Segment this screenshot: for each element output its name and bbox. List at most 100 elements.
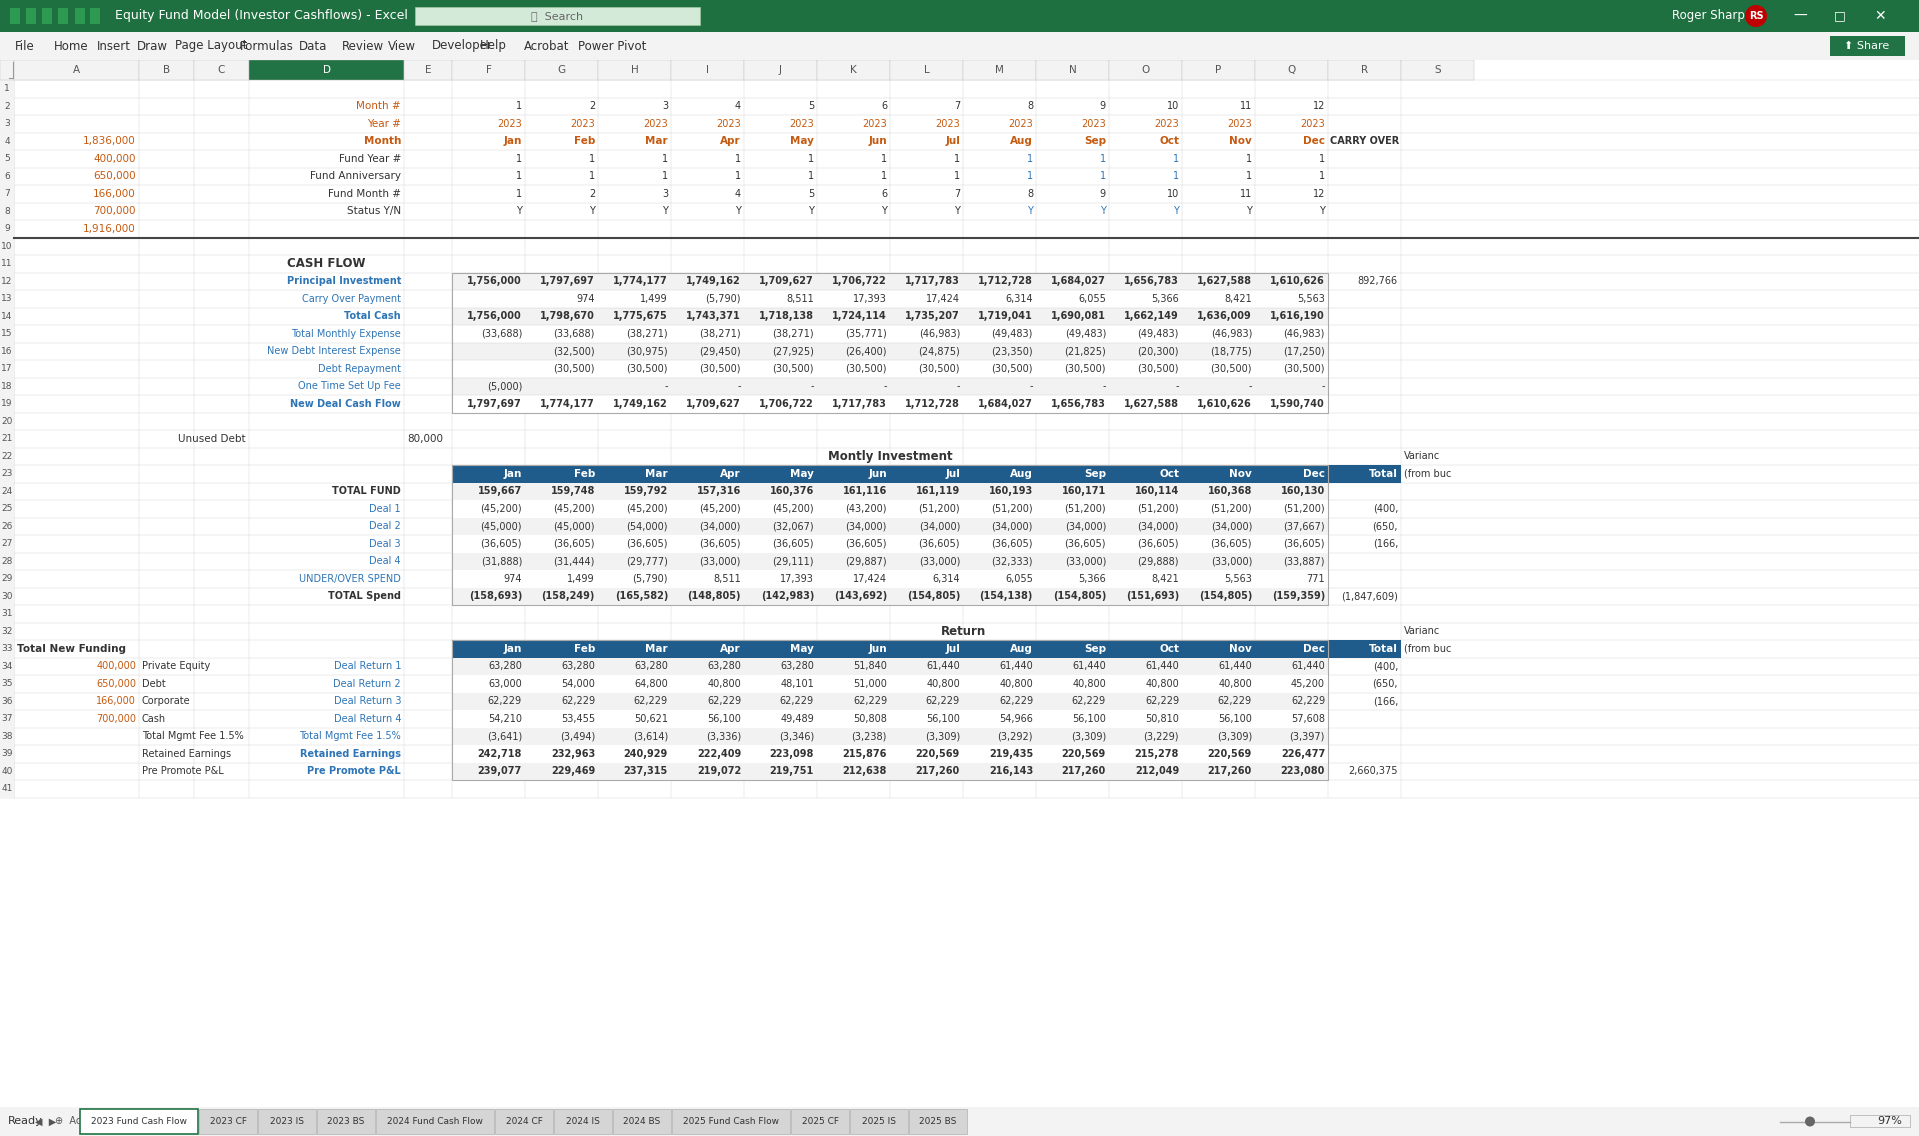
- Text: (26,400): (26,400): [846, 346, 887, 357]
- Text: 5: 5: [808, 189, 814, 199]
- Text: (3,292): (3,292): [998, 732, 1032, 742]
- Bar: [453, 727, 1328, 745]
- Text: Carry Over Payment: Carry Over Payment: [301, 294, 401, 303]
- Bar: [453, 552, 1328, 570]
- Text: 62,229: 62,229: [925, 696, 960, 707]
- Text: (34,000): (34,000): [919, 521, 960, 532]
- Text: (29,777): (29,777): [626, 557, 668, 566]
- Text: 37: 37: [2, 715, 13, 724]
- Bar: [1109, 60, 1182, 80]
- Text: ✕: ✕: [1875, 9, 1886, 23]
- Text: (32,333): (32,333): [992, 557, 1032, 566]
- Text: -: -: [1029, 382, 1032, 391]
- Bar: [453, 465, 1328, 605]
- Text: Equity Fund Model (Investor Cashflows) - Excel: Equity Fund Model (Investor Cashflows) -…: [115, 9, 409, 23]
- Text: 1,616,190: 1,616,190: [1270, 311, 1324, 321]
- Text: 2023: 2023: [643, 119, 668, 128]
- Text: 29: 29: [2, 575, 13, 583]
- Bar: [0, 570, 13, 587]
- Text: 212,638: 212,638: [842, 767, 887, 776]
- Bar: [0, 202, 13, 220]
- Text: Principal Investment: Principal Investment: [286, 276, 401, 286]
- Text: 12: 12: [2, 277, 13, 286]
- Bar: [453, 587, 1328, 605]
- Text: 6: 6: [881, 101, 887, 111]
- Bar: [75, 8, 84, 24]
- Text: —: —: [1792, 9, 1808, 23]
- Text: 650,000: 650,000: [94, 172, 136, 182]
- Text: Oct: Oct: [1159, 644, 1178, 653]
- Text: Deal 2: Deal 2: [368, 521, 401, 532]
- Text: 1,656,783: 1,656,783: [1052, 399, 1105, 409]
- Text: (36,605): (36,605): [553, 538, 595, 549]
- Bar: [672, 60, 745, 80]
- Bar: [453, 640, 1328, 780]
- Text: 62,229: 62,229: [560, 696, 595, 707]
- Bar: [453, 290, 1328, 308]
- Text: (33,000): (33,000): [919, 557, 960, 566]
- Text: 1: 1: [516, 172, 522, 182]
- Text: 700,000: 700,000: [96, 713, 136, 724]
- Text: Jul: Jul: [946, 644, 960, 653]
- Bar: [672, 1109, 791, 1134]
- Text: 40,800: 40,800: [1146, 678, 1178, 688]
- Text: 51,000: 51,000: [854, 678, 887, 688]
- Text: Dec: Dec: [1303, 644, 1324, 653]
- Text: Roger Sharp: Roger Sharp: [1671, 9, 1744, 23]
- Bar: [194, 60, 249, 80]
- Text: 160,193: 160,193: [988, 486, 1032, 496]
- Text: 1,717,783: 1,717,783: [906, 276, 960, 286]
- Text: (27,925): (27,925): [771, 346, 814, 357]
- Text: 62,229: 62,229: [1291, 696, 1324, 707]
- Text: Y: Y: [1100, 207, 1105, 216]
- Text: 6,055: 6,055: [1078, 294, 1105, 303]
- Text: Unused Debt: Unused Debt: [178, 434, 246, 444]
- Bar: [0, 360, 13, 377]
- Text: (51,200): (51,200): [1138, 503, 1178, 513]
- Text: (3,309): (3,309): [1217, 732, 1251, 742]
- Text: 219,751: 219,751: [770, 767, 814, 776]
- Bar: [0, 500, 13, 518]
- Text: 2023: 2023: [1153, 119, 1178, 128]
- Text: 22: 22: [2, 452, 13, 461]
- Text: Y: Y: [881, 207, 887, 216]
- Text: Retained Earnings: Retained Earnings: [299, 749, 401, 759]
- Text: File: File: [15, 40, 35, 52]
- Text: 161,119: 161,119: [915, 486, 960, 496]
- Text: Deal Return 4: Deal Return 4: [334, 713, 401, 724]
- Text: (51,200): (51,200): [1211, 503, 1251, 513]
- Text: 1,706,722: 1,706,722: [760, 399, 814, 409]
- Bar: [453, 273, 1328, 290]
- Text: New Deal Cash Flow: New Deal Cash Flow: [290, 399, 401, 409]
- Text: 50,621: 50,621: [633, 713, 668, 724]
- Text: 1,749,162: 1,749,162: [614, 399, 668, 409]
- Bar: [453, 675, 1328, 693]
- Text: 61,440: 61,440: [1219, 661, 1251, 671]
- Text: Aug: Aug: [1009, 644, 1032, 653]
- Text: 1,690,081: 1,690,081: [1052, 311, 1105, 321]
- Bar: [0, 518, 13, 535]
- Bar: [0, 60, 13, 80]
- Bar: [0, 115, 13, 133]
- Text: 31: 31: [2, 609, 13, 618]
- Text: (3,238): (3,238): [852, 732, 887, 742]
- Bar: [453, 535, 1328, 552]
- Text: 217,260: 217,260: [1207, 767, 1251, 776]
- Text: 2024 Fund Cash Flow: 2024 Fund Cash Flow: [388, 1117, 484, 1126]
- Text: CASH FLOW: CASH FLOW: [288, 257, 367, 270]
- Bar: [0, 780, 13, 797]
- Text: Nov: Nov: [1230, 644, 1251, 653]
- Text: 974: 974: [503, 574, 522, 584]
- Text: Help: Help: [480, 40, 507, 52]
- Text: A: A: [73, 65, 81, 75]
- Text: (36,605): (36,605): [1065, 538, 1105, 549]
- Text: (3,309): (3,309): [1071, 732, 1105, 742]
- Text: 1,590,740: 1,590,740: [1270, 399, 1324, 409]
- Text: 1: 1: [589, 153, 595, 164]
- Text: 6: 6: [881, 189, 887, 199]
- Text: 7: 7: [954, 189, 960, 199]
- Bar: [0, 377, 13, 395]
- Text: 38: 38: [2, 732, 13, 741]
- Text: 8,421: 8,421: [1224, 294, 1251, 303]
- Bar: [58, 8, 67, 24]
